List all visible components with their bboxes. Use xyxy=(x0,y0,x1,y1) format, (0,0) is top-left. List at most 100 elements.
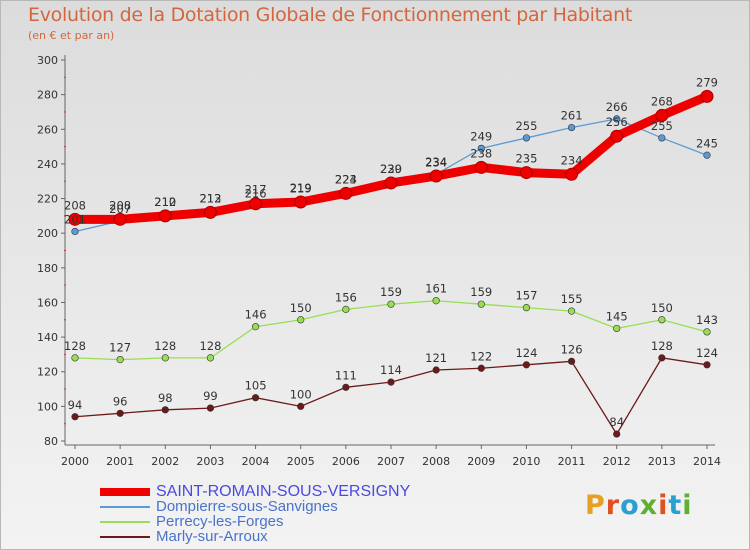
data-point xyxy=(206,404,215,412)
data-label: 212 xyxy=(199,191,221,205)
data-point-saint-romain xyxy=(565,167,579,181)
legend-item-perrecy: Perrecy-les-Forges xyxy=(100,513,410,530)
logo-letter: o xyxy=(620,490,640,521)
logo-letter: t xyxy=(668,490,683,521)
data-label: 238 xyxy=(470,146,492,160)
data-label: 208 xyxy=(64,198,86,212)
x-tick-label: 2003 xyxy=(196,455,224,468)
data-point-saint-romain xyxy=(294,195,308,209)
data-point-saint-romain xyxy=(339,186,353,200)
data-label: 157 xyxy=(515,289,537,303)
data-point xyxy=(613,430,621,438)
x-tick-label: 2008 xyxy=(422,455,450,468)
data-label: 156 xyxy=(335,290,357,304)
data-point-saint-romain xyxy=(655,108,669,122)
data-point xyxy=(71,413,79,421)
data-label: 127 xyxy=(109,341,131,355)
data-point xyxy=(522,361,531,369)
data-label: 279 xyxy=(696,75,718,89)
data-point xyxy=(703,361,711,369)
data-label: 84 xyxy=(609,415,624,429)
data-label: 128 xyxy=(154,339,176,353)
data-label: 224 xyxy=(335,173,357,187)
data-label: 114 xyxy=(380,363,402,377)
proxiti-logo: Proxiti xyxy=(585,490,693,521)
data-label: 150 xyxy=(651,301,673,315)
data-label: 256 xyxy=(606,115,628,129)
x-tick-label: 2001 xyxy=(106,455,134,468)
legend-item-dompierre: Dompierre-sous-Sanvignes xyxy=(100,498,410,515)
data-label: 105 xyxy=(245,379,267,393)
y-tick-label: 260 xyxy=(37,123,58,136)
y-tick-label: 200 xyxy=(37,227,58,240)
data-point-saint-romain xyxy=(249,197,263,211)
data-point-saint-romain xyxy=(203,205,217,219)
data-point-saint-romain xyxy=(429,169,443,183)
data-label: 159 xyxy=(470,285,492,299)
data-label: 124 xyxy=(696,346,718,360)
data-point xyxy=(567,123,576,132)
data-point xyxy=(342,383,350,391)
data-point xyxy=(251,394,260,402)
logo-letter: i xyxy=(658,490,669,521)
x-tick-label: 2013 xyxy=(648,455,676,468)
data-point xyxy=(658,316,666,324)
chart-legend: SAINT-ROMAIN-SOUS-VERSIGNY Dompierre-sou… xyxy=(100,482,411,545)
y-tick-label: 220 xyxy=(37,193,58,206)
data-point xyxy=(297,402,305,410)
data-point xyxy=(477,364,485,372)
data-point-saint-romain xyxy=(384,176,398,190)
data-label: 145 xyxy=(606,309,628,323)
x-tick-label: 2002 xyxy=(151,455,179,468)
data-label: 255 xyxy=(515,119,537,133)
data-point xyxy=(71,227,79,236)
data-label: 219 xyxy=(290,181,312,195)
data-label: 219 xyxy=(290,181,312,195)
data-label: 210 xyxy=(154,195,176,209)
data-label: 230 xyxy=(380,162,402,176)
x-tick-label: 2010 xyxy=(512,455,540,468)
y-tick-label: 280 xyxy=(37,89,58,102)
legend-label: SAINT-ROMAIN-SOUS-VERSIGNY xyxy=(156,482,411,500)
data-point xyxy=(116,409,124,417)
data-label: 124 xyxy=(515,346,537,360)
data-label: 235 xyxy=(515,152,537,166)
legend-swatch-marly xyxy=(100,536,150,538)
data-point xyxy=(387,378,395,386)
data-label: 146 xyxy=(245,308,267,322)
legend-item-marly: Marly-sur-Arroux xyxy=(100,528,410,545)
data-label: 126 xyxy=(561,342,583,356)
x-tick-label: 2011 xyxy=(558,455,586,468)
data-label: 94 xyxy=(68,398,83,412)
data-label: 99 xyxy=(203,389,218,403)
data-label: 213 xyxy=(199,192,221,206)
data-label: 223 xyxy=(335,172,357,186)
data-point xyxy=(703,328,711,336)
data-point-saint-romain xyxy=(113,212,127,226)
y-tick-label: 100 xyxy=(37,400,58,413)
data-point xyxy=(567,357,576,365)
data-point xyxy=(116,356,124,364)
data-point xyxy=(161,354,169,362)
data-label: 143 xyxy=(696,313,718,327)
data-point-saint-romain xyxy=(610,129,624,143)
data-point xyxy=(477,300,485,308)
x-tick-label: 2012 xyxy=(603,455,631,468)
data-point xyxy=(161,406,169,414)
data-label: 234 xyxy=(425,155,447,169)
data-label: 96 xyxy=(113,394,128,408)
data-label: 255 xyxy=(651,119,673,133)
chart-subtitle: (en € et par an) xyxy=(28,29,115,42)
data-label: 217 xyxy=(245,183,267,197)
x-tick-label: 2007 xyxy=(377,455,405,468)
logo-letter: x xyxy=(639,490,659,521)
y-tick-label: 300 xyxy=(37,54,58,67)
y-tick-label: 180 xyxy=(37,262,58,275)
legend-item-saint-romain: SAINT-ROMAIN-SOUS-VERSIGNY xyxy=(100,482,411,500)
data-label: 216 xyxy=(245,186,267,200)
data-point xyxy=(71,354,79,362)
data-point-saint-romain xyxy=(700,89,714,103)
x-tick-label: 2005 xyxy=(287,455,315,468)
data-point xyxy=(432,297,440,305)
data-label: 207 xyxy=(109,202,131,216)
